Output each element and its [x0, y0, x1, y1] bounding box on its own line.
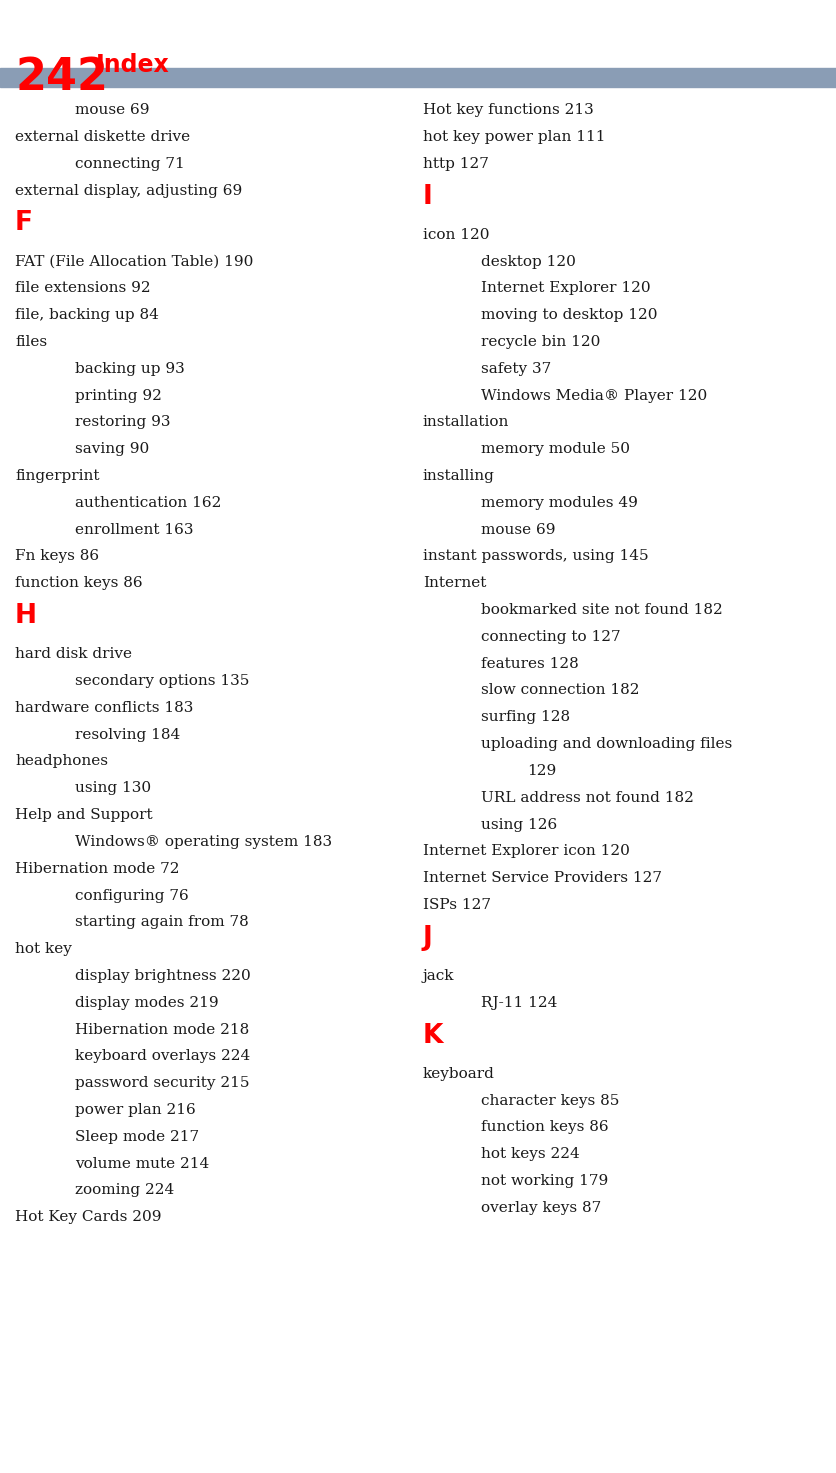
Text: J: J: [422, 925, 432, 950]
Text: Windows Media® Player 120: Windows Media® Player 120: [481, 389, 706, 402]
Text: Sleep mode 217: Sleep mode 217: [75, 1130, 199, 1145]
Text: bookmarked site not found 182: bookmarked site not found 182: [481, 602, 722, 617]
Text: backing up 93: backing up 93: [75, 362, 185, 376]
Text: safety 37: safety 37: [481, 362, 551, 376]
Text: Help and Support: Help and Support: [15, 809, 152, 822]
Bar: [0, 68, 836, 87]
Text: display modes 219: display modes 219: [75, 996, 219, 1010]
Text: Internet Explorer 120: Internet Explorer 120: [481, 281, 650, 296]
Text: hot key power plan 111: hot key power plan 111: [422, 130, 604, 144]
Text: zooming 224: zooming 224: [75, 1183, 175, 1198]
Text: connecting to 127: connecting to 127: [481, 630, 620, 644]
Text: files: files: [15, 334, 47, 349]
Text: http 127: http 127: [422, 156, 488, 171]
Text: headphones: headphones: [15, 754, 108, 769]
Text: Internet Explorer icon 120: Internet Explorer icon 120: [422, 844, 629, 859]
Text: power plan 216: power plan 216: [75, 1103, 196, 1117]
Text: Internet Service Providers 127: Internet Service Providers 127: [422, 871, 661, 885]
Text: features 128: features 128: [481, 657, 579, 670]
Text: keyboard overlays 224: keyboard overlays 224: [75, 1049, 250, 1064]
Text: starting again from 78: starting again from 78: [75, 915, 249, 929]
Text: FAT (File Allocation Table) 190: FAT (File Allocation Table) 190: [15, 255, 253, 268]
Text: Hibernation mode 218: Hibernation mode 218: [75, 1022, 249, 1037]
Text: instant passwords, using 145: instant passwords, using 145: [422, 549, 648, 564]
Text: installing: installing: [422, 468, 494, 483]
Text: external diskette drive: external diskette drive: [15, 130, 190, 144]
Text: file, backing up 84: file, backing up 84: [15, 308, 159, 323]
Text: hardware conflicts 183: hardware conflicts 183: [15, 701, 193, 714]
Text: external display, adjusting 69: external display, adjusting 69: [15, 184, 242, 197]
Text: connecting 71: connecting 71: [75, 156, 185, 171]
Text: configuring 76: configuring 76: [75, 888, 189, 903]
Text: H: H: [15, 602, 37, 629]
Text: I: I: [422, 184, 432, 209]
Text: Hot key functions 213: Hot key functions 213: [422, 103, 593, 118]
Text: Hot Key Cards 209: Hot Key Cards 209: [15, 1211, 161, 1224]
Text: uploading and downloading files: uploading and downloading files: [481, 736, 732, 751]
Text: fingerprint: fingerprint: [15, 468, 99, 483]
Text: Index: Index: [96, 53, 170, 77]
Text: password security 215: password security 215: [75, 1077, 249, 1090]
Text: saving 90: saving 90: [75, 442, 150, 457]
Text: authentication 162: authentication 162: [75, 496, 222, 510]
Text: memory module 50: memory module 50: [481, 442, 630, 457]
Text: volume mute 214: volume mute 214: [75, 1156, 209, 1171]
Text: restoring 93: restoring 93: [75, 415, 171, 430]
Text: Windows® operating system 183: Windows® operating system 183: [75, 835, 332, 848]
Text: function keys 86: function keys 86: [481, 1121, 608, 1134]
Text: desktop 120: desktop 120: [481, 255, 575, 268]
Text: using 126: using 126: [481, 818, 557, 832]
Text: recycle bin 120: recycle bin 120: [481, 334, 600, 349]
Text: overlay keys 87: overlay keys 87: [481, 1200, 601, 1215]
Text: file extensions 92: file extensions 92: [15, 281, 150, 296]
Text: resolving 184: resolving 184: [75, 728, 181, 742]
Text: surfing 128: surfing 128: [481, 710, 569, 725]
Text: display brightness 220: display brightness 220: [75, 969, 251, 982]
Text: 129: 129: [527, 764, 556, 778]
Text: memory modules 49: memory modules 49: [481, 496, 637, 510]
Text: mouse 69: mouse 69: [75, 103, 150, 118]
Text: enrollment 163: enrollment 163: [75, 523, 194, 536]
Text: ISPs 127: ISPs 127: [422, 899, 490, 912]
Text: slow connection 182: slow connection 182: [481, 683, 639, 698]
Text: Hibernation mode 72: Hibernation mode 72: [15, 862, 180, 876]
Text: hard disk drive: hard disk drive: [15, 647, 132, 661]
Text: printing 92: printing 92: [75, 389, 162, 402]
Text: moving to desktop 120: moving to desktop 120: [481, 308, 657, 323]
Text: mouse 69: mouse 69: [481, 523, 555, 536]
Text: hot key: hot key: [15, 943, 72, 956]
Text: character keys 85: character keys 85: [481, 1093, 619, 1108]
Text: 242: 242: [15, 56, 108, 99]
Text: K: K: [422, 1022, 442, 1049]
Text: icon 120: icon 120: [422, 228, 488, 242]
Text: secondary options 135: secondary options 135: [75, 675, 249, 688]
Text: F: F: [15, 211, 33, 236]
Text: hot keys 224: hot keys 224: [481, 1147, 579, 1161]
Text: keyboard: keyboard: [422, 1066, 494, 1081]
Text: not working 179: not working 179: [481, 1174, 608, 1189]
Text: function keys 86: function keys 86: [15, 576, 142, 591]
Text: URL address not found 182: URL address not found 182: [481, 791, 693, 804]
Text: Internet: Internet: [422, 576, 486, 591]
Text: using 130: using 130: [75, 781, 151, 795]
Text: Fn keys 86: Fn keys 86: [15, 549, 99, 564]
Text: jack: jack: [422, 969, 454, 982]
Text: RJ-11 124: RJ-11 124: [481, 996, 557, 1010]
Text: installation: installation: [422, 415, 508, 430]
